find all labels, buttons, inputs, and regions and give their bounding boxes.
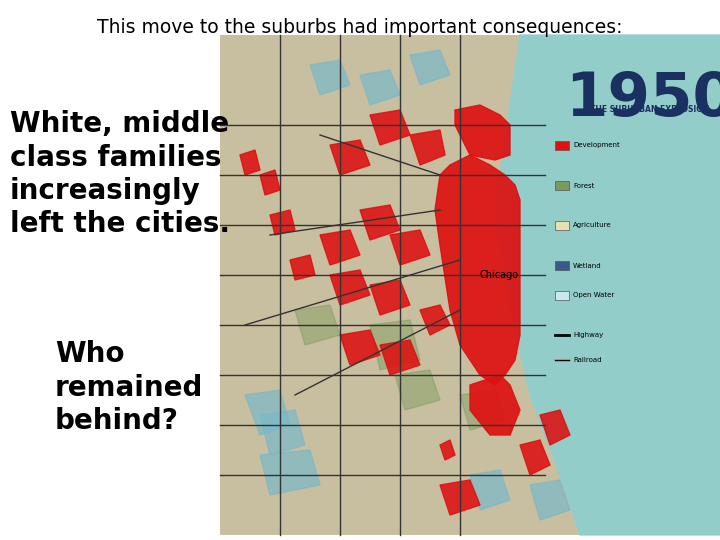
Polygon shape: [410, 50, 450, 85]
Text: Chicago: Chicago: [480, 270, 519, 280]
Bar: [410, 60, 530, 335]
Polygon shape: [390, 230, 430, 265]
Text: This move to the suburbs had important consequences:: This move to the suburbs had important c…: [97, 18, 623, 37]
Text: Agriculture: Agriculture: [573, 222, 611, 228]
Polygon shape: [370, 320, 420, 370]
Polygon shape: [270, 210, 295, 235]
Polygon shape: [295, 305, 340, 345]
Polygon shape: [330, 270, 370, 305]
Polygon shape: [470, 470, 510, 510]
Bar: [555, 181, 569, 190]
Text: Forest: Forest: [573, 183, 595, 188]
Polygon shape: [435, 155, 520, 385]
Bar: [555, 221, 569, 230]
Polygon shape: [370, 110, 410, 145]
Polygon shape: [440, 480, 480, 515]
Polygon shape: [260, 170, 280, 195]
Polygon shape: [410, 130, 445, 165]
Bar: [220, 35, 720, 535]
Polygon shape: [360, 70, 400, 105]
Polygon shape: [495, 35, 720, 535]
Polygon shape: [245, 390, 290, 435]
Polygon shape: [420, 305, 450, 335]
Text: Open Water: Open Water: [573, 293, 614, 299]
Polygon shape: [340, 330, 380, 365]
Polygon shape: [470, 375, 520, 435]
Polygon shape: [380, 340, 420, 375]
Polygon shape: [455, 105, 510, 160]
Text: Highway: Highway: [573, 332, 603, 338]
Polygon shape: [395, 370, 440, 410]
Polygon shape: [310, 60, 350, 95]
Polygon shape: [260, 450, 320, 495]
Bar: [555, 141, 569, 150]
Polygon shape: [440, 440, 455, 460]
Polygon shape: [240, 150, 260, 175]
Text: Railroad: Railroad: [573, 357, 601, 363]
Polygon shape: [460, 390, 505, 430]
Text: Development: Development: [573, 143, 620, 148]
Text: 1950: 1950: [565, 70, 720, 129]
Polygon shape: [260, 410, 305, 455]
Text: THE SUBURBAN EXPLOSION: THE SUBURBAN EXPLOSION: [590, 105, 710, 114]
Polygon shape: [370, 280, 410, 315]
Polygon shape: [360, 205, 400, 240]
Polygon shape: [330, 140, 370, 175]
Polygon shape: [290, 255, 315, 280]
Text: Who
remained
behind?: Who remained behind?: [55, 340, 203, 435]
Bar: [555, 291, 569, 300]
Polygon shape: [540, 410, 570, 445]
Polygon shape: [320, 230, 360, 265]
Text: Wetland: Wetland: [573, 262, 602, 268]
Text: White, middle
class families
increasingly
left the cities.: White, middle class families increasingl…: [10, 110, 230, 239]
Polygon shape: [530, 480, 570, 520]
Polygon shape: [520, 440, 550, 475]
Bar: [555, 261, 569, 270]
